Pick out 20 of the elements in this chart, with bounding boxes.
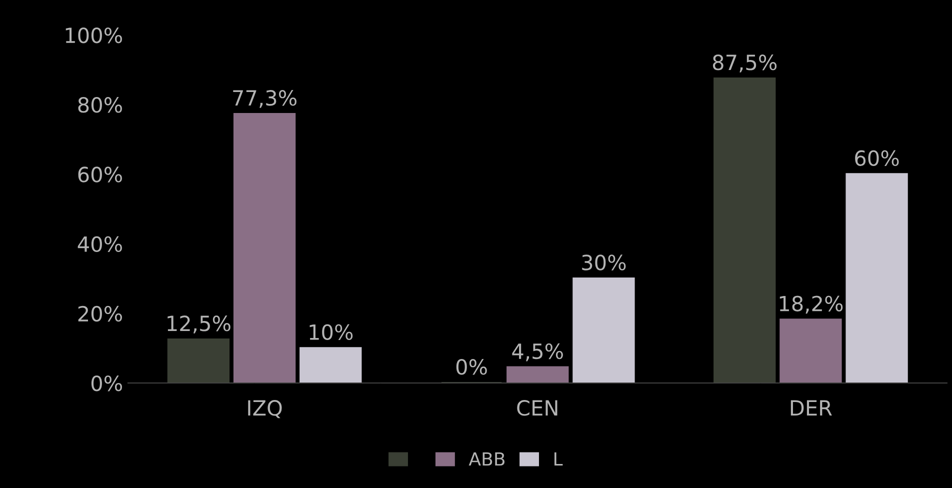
y-tick-label: 0% <box>91 375 122 392</box>
data-label: 30% <box>582 254 626 270</box>
x-tick-label: DER <box>790 400 832 416</box>
y-tick-label: 100% <box>66 27 122 44</box>
data-label: 12,5% <box>168 316 230 334</box>
legend-label: ABB <box>468 452 505 466</box>
y-tick-label: 20% <box>78 306 122 322</box>
legend-label: L <box>554 452 563 466</box>
data-label: 10% <box>310 324 353 340</box>
data-label: 0% <box>456 359 487 375</box>
data-label: 60% <box>855 150 899 166</box>
y-tick-label: 40% <box>78 236 122 252</box>
y-tick-label: 60% <box>78 166 122 182</box>
y-tick-label: 80% <box>78 97 122 113</box>
data-label: 87,5% <box>712 54 777 72</box>
x-tick-label: IZQ <box>248 400 282 418</box>
data-label: 18,2% <box>780 296 843 314</box>
x-tick-label: CEN <box>517 400 558 416</box>
data-label: 77,3% <box>233 90 296 108</box>
data-label: 4,5% <box>512 343 563 362</box>
